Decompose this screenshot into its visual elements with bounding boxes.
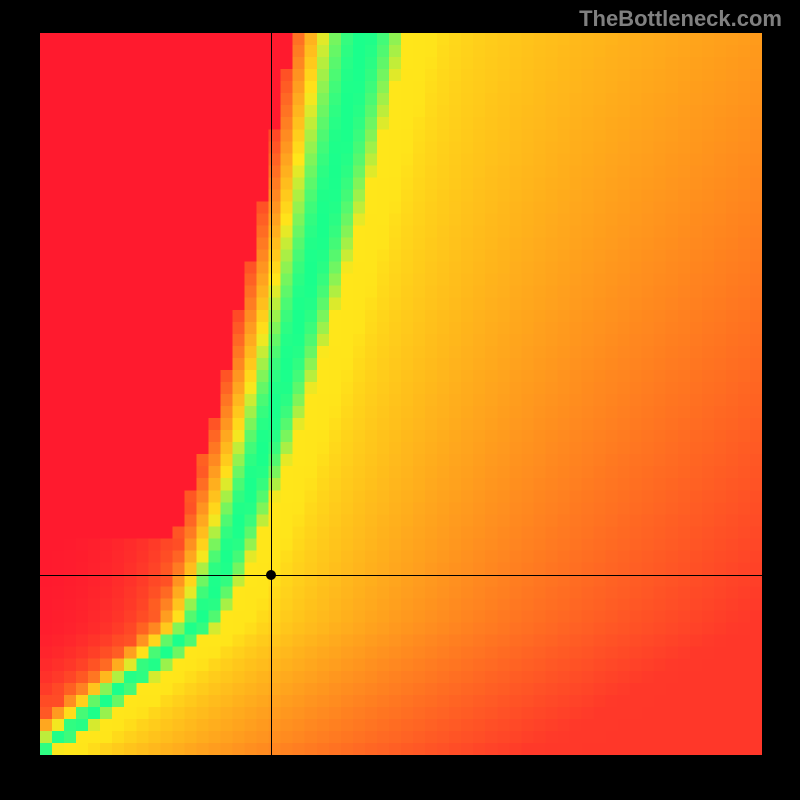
watermark-text: TheBottleneck.com [579,6,782,32]
plot-area [40,33,762,755]
data-point [266,570,276,580]
chart-container: TheBottleneck.com [0,0,800,800]
heatmap-canvas [40,33,762,755]
crosshair-horizontal [40,575,762,576]
crosshair-vertical [271,33,272,755]
